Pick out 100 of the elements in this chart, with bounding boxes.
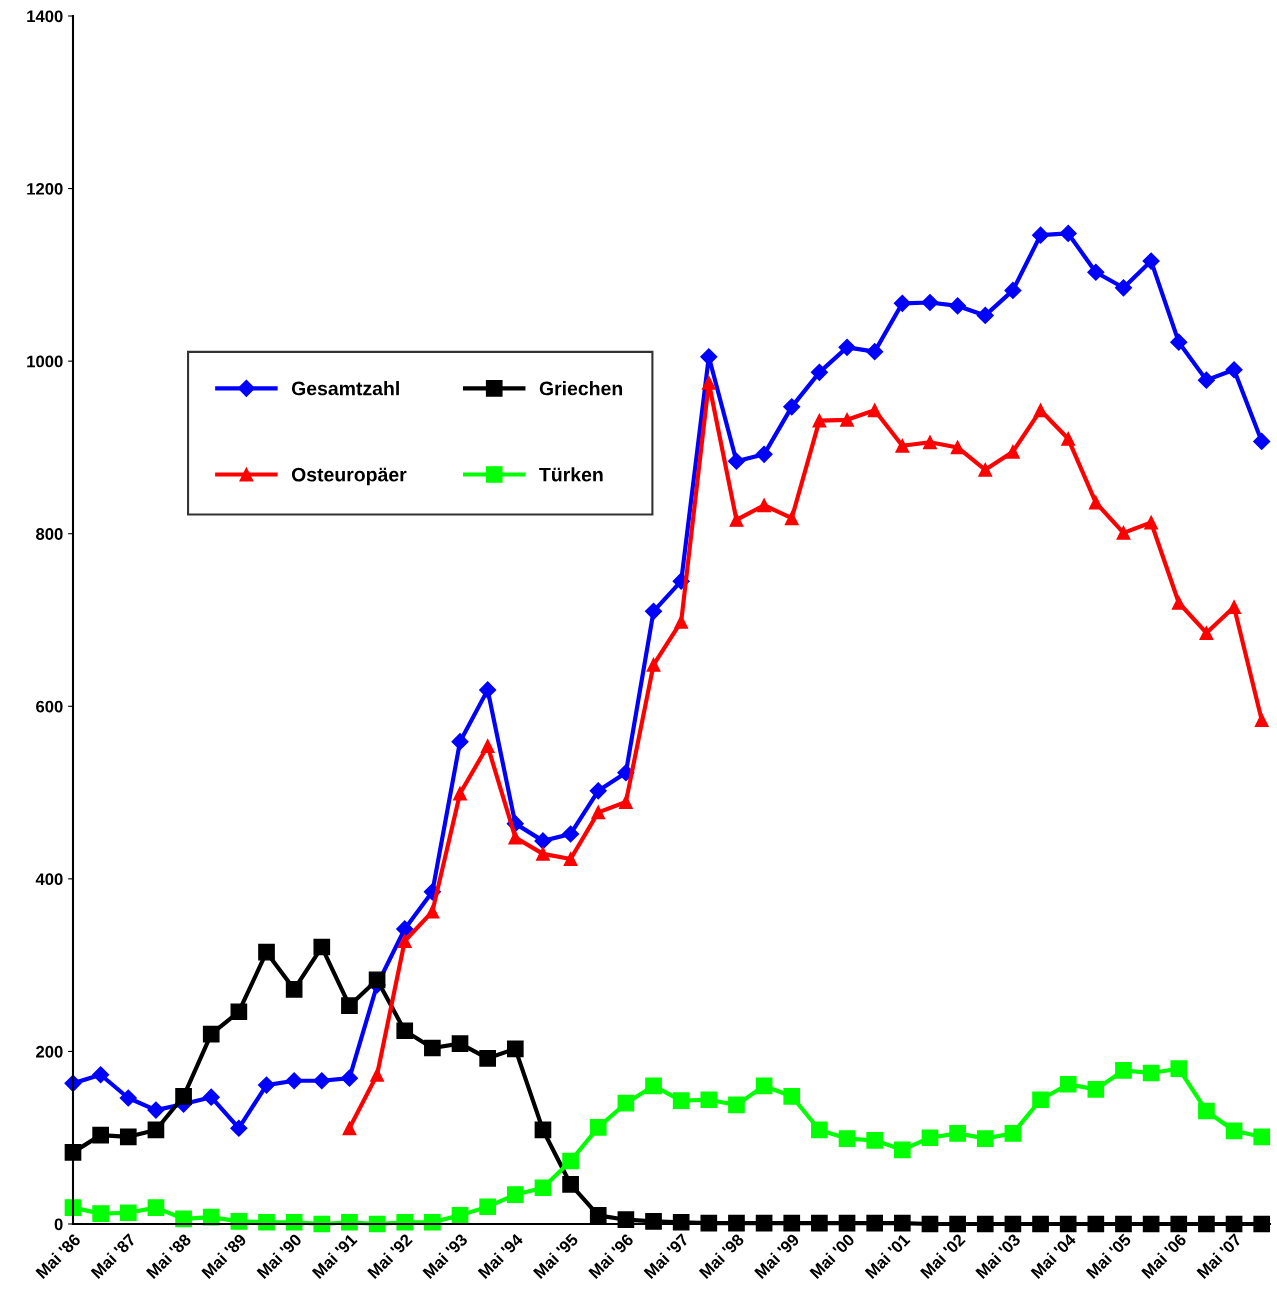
x-tick-label: Mai '91 <box>311 1232 358 1280</box>
x-tick-label: Mai '94 <box>477 1232 524 1280</box>
point <box>1032 1091 1049 1109</box>
point <box>396 920 414 938</box>
point <box>397 934 412 948</box>
point <box>1253 432 1271 450</box>
point <box>341 997 358 1015</box>
point <box>1004 1125 1022 1142</box>
point <box>92 1126 109 1144</box>
point <box>119 1128 137 1146</box>
point <box>893 1141 911 1159</box>
y-tick-label: 600 <box>36 700 63 713</box>
x-tick-label: Mai '05 <box>1085 1232 1132 1280</box>
point <box>1171 595 1186 610</box>
point <box>258 943 275 961</box>
point <box>1059 1075 1077 1093</box>
point <box>700 1091 718 1109</box>
point <box>921 1129 939 1147</box>
point <box>342 1121 357 1136</box>
point <box>562 1152 579 1170</box>
point <box>838 338 856 356</box>
point <box>728 1096 745 1114</box>
legend-label: Türken <box>539 467 603 482</box>
point <box>451 1207 469 1224</box>
point <box>811 1121 828 1139</box>
x-tick-label: Mai '99 <box>753 1232 800 1280</box>
point <box>1198 1102 1215 1120</box>
point <box>978 462 993 477</box>
x-tick-label: Mai '98 <box>698 1232 745 1280</box>
point <box>1144 515 1159 530</box>
point <box>258 1213 275 1231</box>
point <box>757 498 772 513</box>
point <box>589 1119 607 1136</box>
point <box>589 1207 607 1224</box>
point <box>591 805 606 820</box>
legend-label: Gesamtzahl <box>291 381 399 396</box>
point <box>838 1130 856 1147</box>
point <box>921 293 939 312</box>
point <box>313 1072 331 1090</box>
point <box>479 1198 496 1216</box>
x-tick-label: Mai '06 <box>1140 1232 1188 1280</box>
point <box>285 980 303 998</box>
point <box>976 1130 994 1147</box>
point <box>202 1025 220 1043</box>
point <box>424 1039 441 1057</box>
legend-label: Osteuropäer <box>291 467 407 486</box>
y-tick-label: 400 <box>35 873 63 886</box>
x-tick-label: Mai '04 <box>1030 1232 1077 1280</box>
point <box>451 1035 469 1052</box>
x-tick-label: Mai '93 <box>421 1232 469 1280</box>
point <box>783 398 801 416</box>
point <box>563 852 578 866</box>
point <box>727 452 746 470</box>
point <box>119 1089 137 1107</box>
point <box>506 1186 524 1203</box>
point <box>672 1092 690 1109</box>
x-tick-label: Mai '96 <box>587 1232 635 1280</box>
x-tick-label: Mai '03 <box>974 1232 1022 1280</box>
point <box>175 1087 192 1105</box>
x-tick-label: Mai '97 <box>643 1232 690 1280</box>
point <box>506 1040 524 1058</box>
point <box>479 681 497 699</box>
point <box>895 438 910 453</box>
point <box>1004 281 1022 299</box>
y-tick-label: 1200 <box>27 182 63 195</box>
point <box>923 435 937 450</box>
point <box>92 1205 109 1222</box>
x-tick-label: Mai '86 <box>34 1232 82 1280</box>
point <box>617 1094 635 1112</box>
point <box>1061 431 1076 446</box>
point <box>1087 263 1105 281</box>
point <box>1087 1081 1105 1098</box>
point <box>812 413 827 428</box>
point <box>755 1077 773 1095</box>
point <box>396 1022 414 1040</box>
point <box>645 1213 662 1230</box>
legend-label: Griechen <box>539 381 623 396</box>
point <box>479 1049 496 1067</box>
point <box>147 1121 165 1139</box>
point <box>867 403 882 418</box>
point <box>1225 361 1243 379</box>
point <box>1225 1122 1243 1140</box>
point <box>562 825 580 843</box>
point <box>645 1077 662 1095</box>
point <box>1116 525 1131 540</box>
x-tick-label: Mai '90 <box>256 1232 303 1280</box>
point <box>1114 279 1133 297</box>
point <box>1088 495 1103 510</box>
point <box>672 1213 690 1231</box>
point <box>147 1101 165 1119</box>
x-tick-label: Mai '89 <box>200 1232 248 1280</box>
x-tick-label: Mai '92 <box>366 1232 413 1280</box>
point <box>618 795 633 810</box>
point <box>701 375 716 390</box>
point <box>646 657 661 672</box>
point <box>1254 713 1269 728</box>
point <box>755 445 773 463</box>
x-tick-label: Mai '01 <box>864 1232 911 1280</box>
point <box>950 440 965 455</box>
point <box>147 1199 165 1216</box>
